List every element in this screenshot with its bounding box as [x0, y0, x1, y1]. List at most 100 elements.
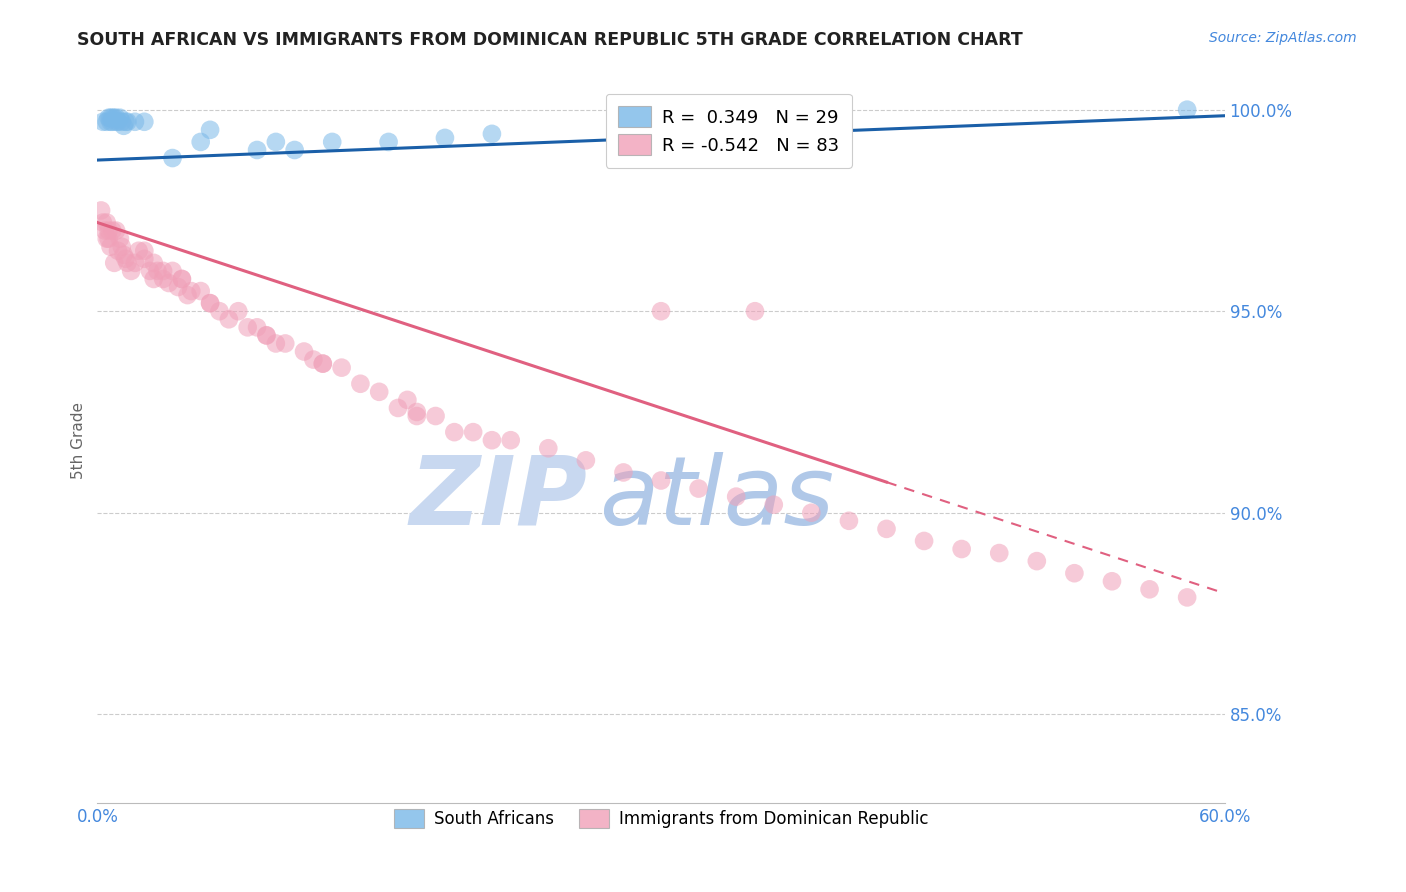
Point [146, 264, 169, 278]
Point [105, 224, 128, 238]
Point [425, 409, 447, 423]
Point [114, 115, 136, 129]
Point [650, 474, 672, 488]
Point [112, 119, 135, 133]
Point [387, 401, 409, 415]
Legend: South Africans, Immigrants from Dominican Republic: South Africans, Immigrants from Dominica… [387, 802, 935, 835]
Point [762, 498, 785, 512]
Point [264, 135, 287, 149]
Point [330, 360, 353, 375]
Point [180, 284, 202, 298]
Point [170, 272, 193, 286]
Point [612, 466, 634, 480]
Point [170, 272, 193, 286]
Point [101, 111, 124, 125]
Point [97, 224, 120, 238]
Point [108, 232, 131, 246]
Point [912, 533, 935, 548]
Point [101, 224, 124, 238]
Point [94, 224, 117, 238]
Point [274, 336, 297, 351]
Point [256, 328, 278, 343]
Point [103, 111, 125, 125]
Point [1175, 591, 1198, 605]
Point [97, 232, 120, 246]
Point [100, 115, 122, 129]
Point [96, 215, 118, 229]
Point [111, 240, 134, 254]
Point [292, 344, 315, 359]
Point [120, 264, 142, 278]
Point [117, 115, 139, 129]
Point [246, 320, 269, 334]
Point [264, 336, 287, 351]
Point [111, 115, 134, 129]
Point [481, 433, 503, 447]
Point [97, 111, 120, 125]
Point [157, 276, 180, 290]
Point [396, 392, 419, 407]
Point [349, 376, 371, 391]
Y-axis label: 5th Grade: 5th Grade [72, 401, 86, 479]
Point [236, 320, 259, 334]
Point [190, 284, 212, 298]
Point [103, 256, 125, 270]
Point [105, 115, 128, 129]
Point [128, 244, 150, 258]
Point [368, 384, 391, 399]
Point [90, 203, 112, 218]
Point [688, 482, 710, 496]
Point [101, 115, 124, 129]
Point [650, 304, 672, 318]
Point [321, 135, 343, 149]
Point [312, 357, 335, 371]
Point [876, 522, 898, 536]
Point [256, 328, 278, 343]
Point [377, 135, 399, 149]
Point [246, 143, 269, 157]
Point [114, 252, 136, 266]
Point [312, 357, 335, 371]
Point [1175, 103, 1198, 117]
Point [208, 304, 231, 318]
Point [950, 542, 973, 557]
Point [152, 272, 174, 286]
Point [198, 123, 221, 137]
Point [100, 240, 122, 254]
Point [190, 135, 212, 149]
Point [142, 272, 165, 286]
Point [176, 288, 198, 302]
Point [134, 115, 156, 129]
Point [91, 115, 114, 129]
Point [96, 115, 118, 129]
Point [433, 131, 456, 145]
Point [537, 442, 560, 456]
Point [725, 490, 748, 504]
Point [1025, 554, 1047, 568]
Point [139, 264, 162, 278]
Point [198, 296, 221, 310]
Point [107, 244, 129, 258]
Point [117, 256, 139, 270]
Point [134, 244, 156, 258]
Point [800, 506, 823, 520]
Point [162, 151, 184, 165]
Point [152, 264, 174, 278]
Point [226, 304, 249, 318]
Point [284, 143, 307, 157]
Point [162, 264, 184, 278]
Point [107, 115, 129, 129]
Text: Source: ZipAtlas.com: Source: ZipAtlas.com [1209, 31, 1357, 45]
Point [124, 256, 146, 270]
Point [1101, 574, 1123, 589]
Point [744, 304, 766, 318]
Text: ZIP: ZIP [411, 451, 588, 545]
Point [463, 425, 485, 439]
Point [142, 256, 165, 270]
Point [575, 453, 598, 467]
Point [481, 127, 503, 141]
Point [302, 352, 325, 367]
Point [218, 312, 240, 326]
Point [100, 111, 122, 125]
Point [198, 296, 221, 310]
